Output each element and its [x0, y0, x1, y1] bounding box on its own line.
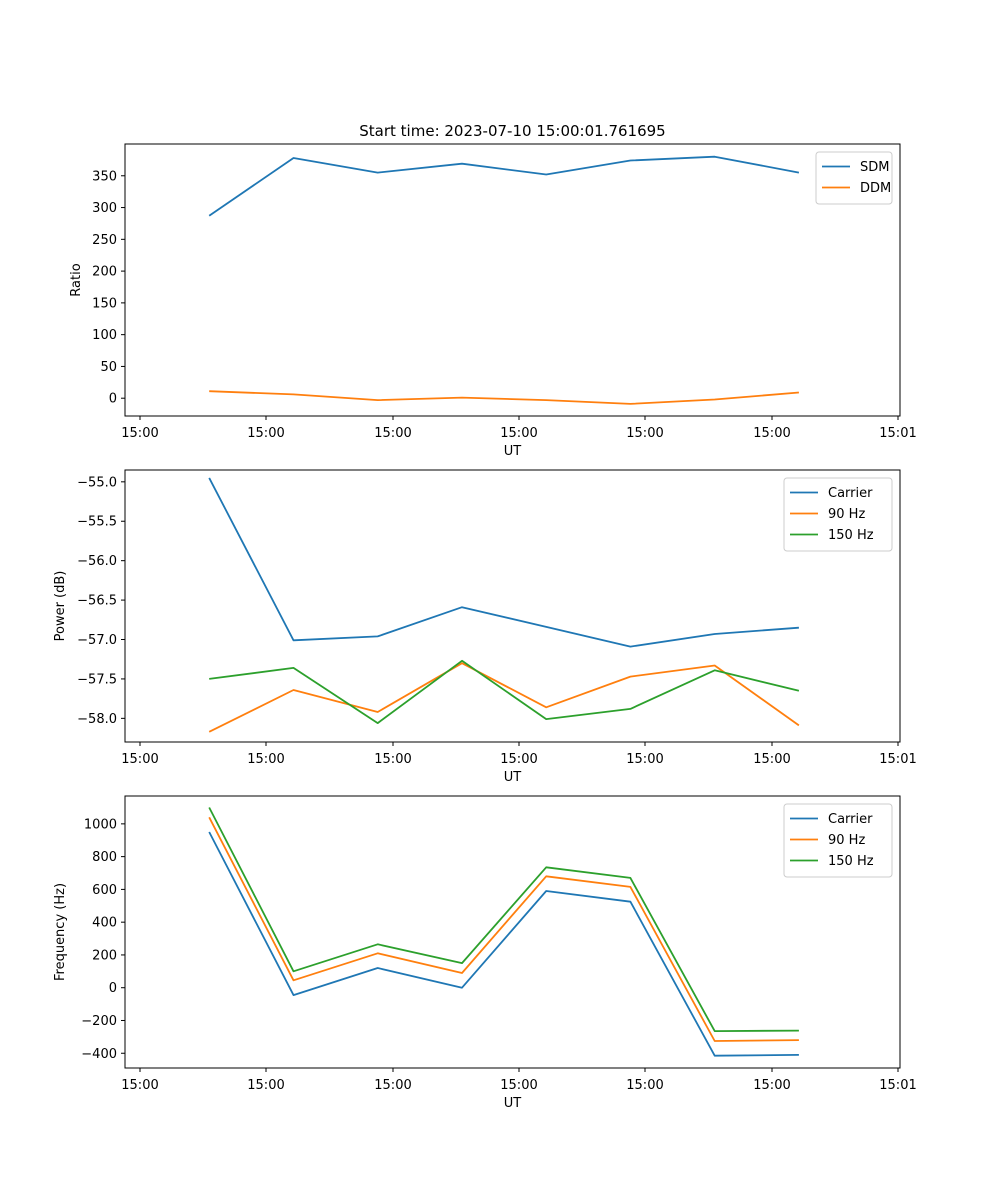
- y-tick-label: 150: [92, 296, 117, 311]
- y-tick-label: 300: [92, 201, 117, 216]
- x-tick-label: 15:00: [626, 752, 663, 767]
- figure-title: Start time: 2023-07-10 15:00:01.761695: [359, 122, 665, 140]
- legend-label: 150 Hz: [828, 528, 874, 543]
- x-tick-label: 15:00: [500, 426, 537, 441]
- legend-label: Carrier: [828, 486, 873, 501]
- x-tick-label: 15:00: [247, 426, 284, 441]
- legend-label: 150 Hz: [828, 854, 874, 869]
- legend: Carrier 90 Hz 150 Hz: [783, 803, 893, 878]
- x-tick-label: 15:00: [753, 1078, 790, 1093]
- y-tick-label: 0: [109, 392, 117, 407]
- y-tick-label: −56.0: [77, 554, 117, 569]
- y-tick-label: −57.5: [77, 672, 117, 687]
- y-tick-label: 1000: [84, 817, 117, 832]
- series-line-150-hz: [208, 807, 799, 1032]
- y-tick-label: −56.5: [77, 594, 117, 609]
- y-axis-label: Power (dB): [53, 571, 68, 642]
- y-tick-label: 200: [92, 265, 117, 280]
- x-tick-label: 15:00: [753, 426, 790, 441]
- series-line-ddm: [209, 390, 799, 405]
- x-tick-label: 15:00: [500, 1078, 537, 1093]
- x-tick-label: 15:00: [374, 1078, 411, 1093]
- y-tick-label: −58.0: [77, 712, 117, 727]
- legend-label: DDM: [860, 181, 891, 196]
- legend: SDM DDM: [815, 151, 893, 205]
- y-tick-label: −400: [81, 1047, 117, 1062]
- series-line-sdm: [208, 155, 800, 217]
- x-tick-label: 15:01: [879, 1078, 916, 1093]
- x-tick-label: 15:01: [879, 426, 916, 441]
- axes-frame: [124, 795, 901, 1069]
- legend: Carrier 90 Hz 150 Hz: [783, 477, 893, 552]
- chart-panel-3: −400 −200 0 200 400 600 800 1000 15:00 15:00 15:00…: [53, 795, 917, 1111]
- legend-box: [815, 151, 893, 205]
- x-tick-label: 15:00: [247, 752, 284, 767]
- x-tick-label: 15:00: [121, 752, 158, 767]
- x-axis-label: UT: [504, 444, 522, 459]
- y-tick-label: 400: [92, 916, 117, 931]
- x-tick-label: 15:00: [121, 426, 158, 441]
- y-tick-label: −55.5: [77, 515, 117, 530]
- y-tick-label: 800: [92, 850, 117, 865]
- series-line-carrier: [208, 831, 799, 1057]
- axes-frame: [124, 143, 901, 417]
- x-tick-label: 15:00: [121, 1078, 158, 1093]
- legend-box: [783, 803, 893, 878]
- x-axis-label: UT: [504, 770, 522, 785]
- y-tick-label: 50: [100, 360, 117, 375]
- y-tick-label: 600: [92, 883, 117, 898]
- y-tick-label: −200: [81, 1014, 117, 1029]
- y-tick-label: 250: [92, 233, 117, 248]
- x-tick-label: 15:00: [753, 752, 790, 767]
- axes-frame: [124, 469, 901, 743]
- x-tick-label: 15:00: [374, 426, 411, 441]
- x-tick-label: 15:00: [247, 1078, 284, 1093]
- legend-box: [783, 477, 893, 552]
- y-tick-label: 100: [92, 328, 117, 343]
- y-tick-label: 0: [109, 981, 117, 996]
- y-axis-label: Ratio: [69, 263, 84, 296]
- chart-panel-2: −55.0 −55.5 −56.0 −56.5 −57.0 −57.5 −58.0 15:00…: [53, 469, 917, 785]
- series-line-90-hz: [208, 816, 799, 1042]
- x-axis-label: UT: [504, 1096, 522, 1111]
- legend-label: Carrier: [828, 812, 873, 827]
- y-tick-label: −57.0: [77, 633, 117, 648]
- x-tick-label: 15:00: [626, 426, 663, 441]
- series-line-90-hz: [208, 662, 800, 733]
- series-line-carrier: [208, 477, 799, 648]
- x-tick-label: 15:01: [879, 752, 916, 767]
- legend-label: 90 Hz: [828, 507, 865, 522]
- series-line-150-hz: [209, 659, 800, 724]
- y-tick-label: 200: [92, 948, 117, 963]
- y-tick-label: −55.0: [77, 475, 117, 490]
- x-tick-label: 15:00: [374, 752, 411, 767]
- chart-panel-1: 0 50 100 150 200 250 300 350 15:00 15:00 15:00 15:0…: [69, 143, 917, 459]
- y-axis-label: Frequency (Hz): [53, 883, 68, 981]
- x-tick-label: 15:00: [626, 1078, 663, 1093]
- legend-label: SDM: [860, 160, 889, 175]
- x-tick-label: 15:00: [500, 752, 537, 767]
- legend-label: 90 Hz: [828, 833, 865, 848]
- y-tick-label: 350: [92, 169, 117, 184]
